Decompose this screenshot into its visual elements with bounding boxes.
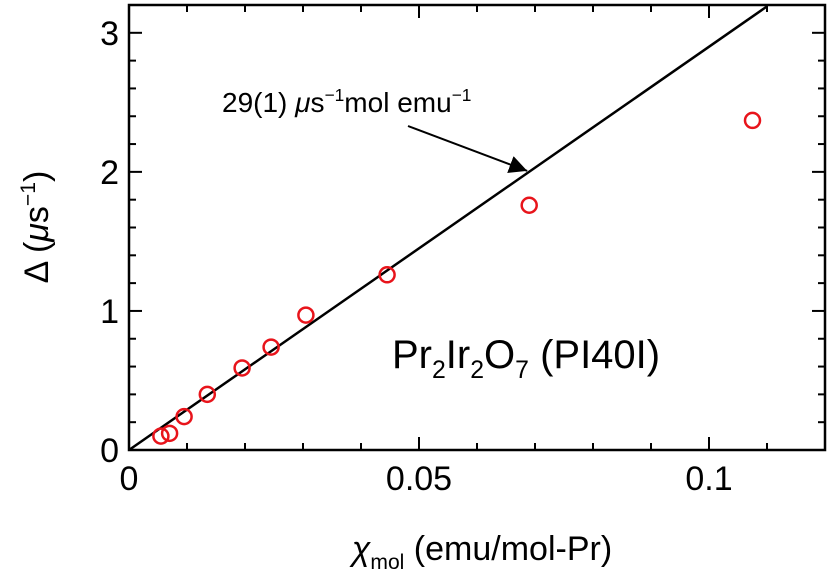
data-point bbox=[262, 338, 280, 356]
fit-line-group bbox=[128, 5, 768, 452]
data-point bbox=[175, 407, 193, 426]
sample-pr: Pr bbox=[392, 333, 432, 377]
x-axis-title-units: (emu/mol-Pr) bbox=[404, 530, 612, 568]
fit-line bbox=[128, 5, 768, 452]
y-axis-title-superscript: −1 bbox=[17, 182, 40, 206]
data-points bbox=[152, 111, 762, 445]
data-point bbox=[198, 385, 217, 404]
y-tick-label: 0 bbox=[100, 432, 119, 470]
fit-annotation-units: mol emu bbox=[344, 87, 451, 118]
fit-annotation-sup1: −1 bbox=[325, 85, 345, 105]
plot-frame bbox=[127, 3, 827, 452]
sample-ir: Ir bbox=[446, 333, 470, 377]
y-axis-title-s: s bbox=[18, 206, 56, 223]
annotation-arrow bbox=[407, 125, 528, 173]
fit-annotation-mu: μ bbox=[294, 87, 310, 118]
y-axis-title-close: ) bbox=[18, 171, 56, 182]
data-point bbox=[152, 427, 170, 445]
x-tick-label: 0 bbox=[120, 460, 139, 498]
sample-sub1: 2 bbox=[432, 357, 446, 384]
y-tick-label: 1 bbox=[100, 293, 119, 331]
fit-annotation-sup2: −1 bbox=[452, 85, 472, 105]
fit-annotation-value: 29(1) bbox=[222, 87, 295, 118]
data-point bbox=[743, 111, 762, 130]
x-axis-title-subscript: mol bbox=[370, 551, 404, 574]
y-tick-label: 3 bbox=[100, 15, 119, 53]
data-point bbox=[297, 306, 315, 324]
data-point bbox=[160, 424, 179, 443]
sample-label: Pr2Ir2O7 (PI40I) bbox=[392, 333, 660, 384]
y-axis-title: Δ (μs−1) bbox=[17, 171, 56, 284]
data-point bbox=[233, 359, 251, 377]
sample-sub3: 7 bbox=[515, 357, 529, 384]
sample-id: (PI40I) bbox=[529, 333, 660, 377]
x-tick-label: 0.1 bbox=[685, 460, 732, 498]
axis-ticks: 0 0.05 0.1 0 1 2 3 bbox=[100, 4, 826, 498]
data-point bbox=[378, 266, 396, 284]
x-axis-title-chi: χ bbox=[349, 530, 372, 568]
y-axis-title-prefix: Δ ( bbox=[18, 241, 56, 283]
y-axis-title-mu: μ bbox=[18, 223, 56, 243]
data-point bbox=[520, 196, 538, 214]
y-tick-label: 2 bbox=[100, 154, 119, 192]
sample-o: O bbox=[484, 333, 515, 377]
x-tick-label: 0.05 bbox=[386, 460, 452, 498]
fit-annotation-s: s bbox=[311, 87, 325, 118]
sample-sub2: 2 bbox=[470, 357, 484, 384]
fit-annotation: 29(1) μs−1mol emu−1 bbox=[222, 85, 471, 118]
x-axis-title: χmol (emu/mol-Pr) bbox=[349, 530, 612, 574]
